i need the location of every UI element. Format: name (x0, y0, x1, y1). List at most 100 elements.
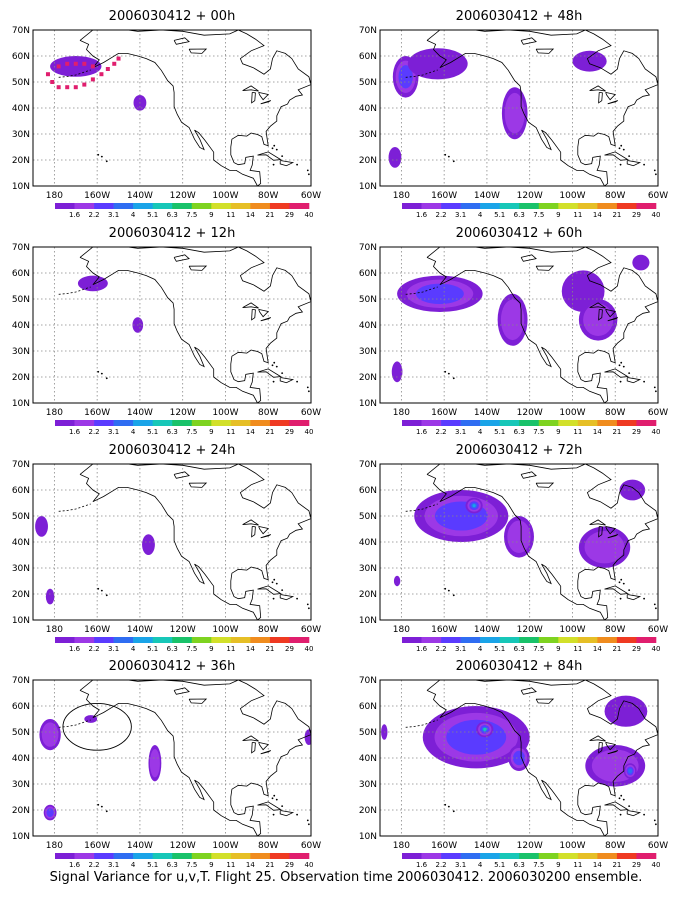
island (643, 163, 645, 166)
colorbar-swatch (55, 853, 75, 859)
map-panel: 2006030412 + 48h 70N 60N 50N 40N 30N 20N 10N 180… (359, 9, 679, 219)
colorbar-swatch (636, 637, 657, 643)
colorbar-label: 21 (612, 428, 621, 436)
colorbar-swatch (421, 203, 442, 209)
lat-tick-label: 20N (12, 590, 30, 600)
coastline (173, 687, 190, 695)
colorbar-swatch (597, 420, 618, 426)
lon-tick-label: 120W (170, 625, 196, 635)
lon-tick-label: 160W (431, 191, 457, 201)
lat-tick-label: 30N (12, 780, 30, 790)
coastline (626, 594, 642, 601)
colorbar-label: 5.1 (147, 861, 158, 869)
island (273, 794, 276, 797)
lon-tick-label: 100W (212, 191, 238, 201)
coastline (598, 742, 603, 754)
signal-contour (41, 722, 59, 747)
colorbar-label: 40 (305, 861, 314, 869)
island (273, 144, 276, 147)
island (296, 813, 298, 816)
island (281, 589, 284, 591)
lat-tick-label: 30N (359, 780, 377, 790)
lon-tick-label: 160W (84, 408, 110, 418)
colorbar-swatch (113, 420, 134, 426)
colorbar-swatch (597, 203, 618, 209)
lat-tick-label: 10N (359, 399, 377, 409)
coastline (251, 526, 256, 538)
lon-tick-label: 60W (301, 841, 321, 851)
lon-tick-label: 140W (474, 841, 500, 851)
lat-tick-label: 40N (12, 321, 30, 331)
lon-tick-label: 180 (46, 191, 63, 201)
coastline (242, 85, 259, 92)
island (105, 377, 108, 380)
signal-contour (483, 727, 487, 731)
island (444, 587, 447, 590)
colorbar-label: 11 (226, 861, 235, 869)
colorbar-swatch (480, 853, 500, 859)
island (620, 144, 623, 147)
lat-tick-label: 60N (359, 52, 377, 62)
colorbar-label: 5.1 (494, 211, 505, 219)
coastline (173, 471, 190, 479)
lat-tick-label: 40N (359, 538, 377, 548)
island (643, 813, 645, 816)
island (281, 372, 284, 374)
colorbar-label: 6.3 (514, 428, 525, 436)
coastline (630, 29, 679, 54)
coastline (173, 37, 190, 45)
observation-marker (112, 61, 117, 66)
colorbar-label: 21 (265, 428, 274, 436)
colorbar-label: 6.3 (167, 211, 178, 219)
colorbar-swatch (191, 420, 212, 426)
lon-tick-label: 80W (258, 408, 278, 418)
colorbar-swatch (402, 853, 422, 859)
coastline (604, 368, 629, 378)
island (100, 805, 103, 808)
panel-title: 2006030412 + 84h (456, 659, 583, 674)
island (275, 582, 278, 585)
colorbar-swatch (577, 420, 598, 426)
coastline (257, 151, 282, 161)
colorbar-swatch (460, 203, 481, 209)
colorbar-swatch (172, 637, 193, 643)
coastline (589, 85, 606, 92)
observation-marker (73, 85, 78, 90)
colorbar-swatch (211, 637, 232, 643)
colorbar-swatch (597, 853, 618, 859)
observation-marker (90, 64, 95, 69)
lat-tick-label: 50N (359, 295, 377, 305)
lon-tick-label: 160W (431, 841, 457, 851)
signal-contour (407, 48, 468, 80)
lat-tick-label: 10N (12, 832, 30, 842)
map-panel: 2006030412 + 00h 70N 60N 50N 40N 30N 20N 10N 180… (12, 9, 321, 219)
colorbar-swatch (230, 637, 251, 643)
island (452, 810, 455, 813)
island (618, 364, 621, 367)
colorbar-label: 14 (246, 211, 255, 219)
colorbar-label: 29 (632, 861, 641, 869)
colorbar-swatch (133, 853, 153, 859)
lat-tick-label: 50N (359, 512, 377, 522)
lat-tick-label: 70N (12, 676, 30, 686)
lon-tick-label: 100W (212, 625, 238, 635)
observation-marker (90, 77, 95, 82)
colorbar-label: 9 (209, 861, 213, 869)
signal-contour (632, 254, 650, 271)
island (273, 578, 276, 581)
island (271, 581, 274, 584)
island (622, 148, 625, 151)
coastline (242, 302, 259, 309)
coastline (251, 92, 256, 104)
colorbar-swatch (616, 203, 637, 209)
lat-tick-label: 30N (359, 347, 377, 357)
colorbar-label: 29 (285, 645, 294, 653)
lat-tick-label: 60N (359, 702, 377, 712)
colorbar-label: 9 (556, 645, 560, 653)
island (272, 813, 275, 816)
coastline (535, 482, 555, 488)
coastline (520, 37, 537, 45)
coastline (604, 585, 629, 595)
coastline (605, 92, 616, 101)
island (452, 594, 455, 597)
